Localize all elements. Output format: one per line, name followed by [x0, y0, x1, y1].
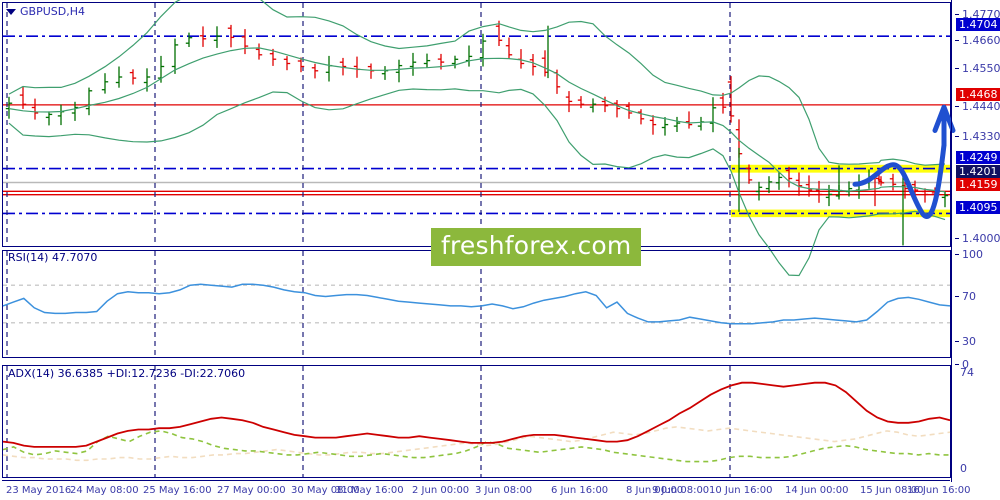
- price-tick-label: 1.4000: [955, 232, 1000, 245]
- time-axis-label: 23 May 2016: [6, 485, 72, 496]
- price-level-badge[interactable]: 1.4249: [956, 151, 1000, 164]
- symbol-timeframe-label[interactable]: GBPUSD,H4: [6, 5, 85, 18]
- bollinger-lower: [8, 88, 946, 277]
- price-level-badge[interactable]: 1.4704: [956, 18, 1000, 31]
- price-projection: [852, 104, 956, 219]
- rsi-scale-label: 100: [955, 248, 983, 261]
- plus-di-line: [2, 430, 950, 463]
- time-axis-label: 27 May 00:00: [217, 485, 286, 496]
- adx-scale-label: 74: [960, 366, 974, 379]
- projection-wave: [852, 142, 947, 219]
- time-axis-label: 6 Jun 16:00: [551, 485, 609, 496]
- rsi-indicator-panel[interactable]: [2, 250, 951, 358]
- price-tick-label: 1.4440: [955, 100, 1000, 113]
- price-tick-label: 1.4330: [955, 130, 1000, 143]
- bollinger-upper: [8, 0, 946, 166]
- rsi-scale-label: 0: [955, 358, 969, 371]
- price-tick-label: 1.4660: [955, 34, 1000, 47]
- time-axis-label: 24 May 08:00: [70, 485, 139, 496]
- time-axis-label: 16 Jun 16:00: [907, 485, 971, 496]
- rsi-layers: [2, 251, 951, 357]
- price-chart-panel[interactable]: [2, 0, 956, 277]
- price-level-badge[interactable]: 1.4468: [956, 88, 1000, 101]
- rsi-line: [2, 283, 951, 325]
- minus-di-line: [2, 426, 951, 462]
- candlestick-series: [5, 20, 949, 246]
- price-level-badge[interactable]: 1.4095: [956, 201, 1000, 214]
- adx-scale-label: 0: [960, 462, 967, 475]
- time-axis-label: 25 May 16:00: [143, 485, 212, 496]
- price-tick-label: 1.4550: [955, 62, 1000, 75]
- time-axis-label: 3 Jun 08:00: [475, 485, 533, 496]
- symbol-text: GBPUSD,H4: [20, 5, 85, 18]
- bollinger-bands: [8, 0, 946, 277]
- time-axis-label: 10 Jun 16:00: [709, 485, 773, 496]
- rsi-label: RSI(14) 47.7070: [8, 251, 98, 264]
- rsi-scale-label: 30: [955, 335, 976, 348]
- time-axis-label: 2 Jun 00:00: [412, 485, 470, 496]
- adx-line: [2, 381, 951, 448]
- time-axis-label: 14 Jun 00:00: [785, 485, 849, 496]
- time-axis-label: 15 Jun 08:00: [860, 485, 924, 496]
- time-axis-label: 9 Jun 08:00: [652, 485, 710, 496]
- watermark: freshforex.com: [431, 228, 642, 266]
- price-level-badge[interactable]: 1.4159: [956, 178, 1000, 191]
- time-axis-label: 30 May 08:00: [291, 485, 360, 496]
- price-layers: [3, 0, 956, 277]
- adx-layers: [2, 366, 951, 477]
- adx-indicator-panel[interactable]: [2, 365, 951, 478]
- rsi-scale-label: 70: [955, 290, 976, 303]
- price-scale-divider: [951, 0, 952, 482]
- time-axis-label: 8 Jun 00:00: [626, 485, 684, 496]
- chevron-down-icon[interactable]: [6, 9, 16, 15]
- adx-label: ADX(14) 36.6385 +DI:12.7236 -DI:22.7060: [8, 367, 246, 380]
- price-chart-canvas: [3, 0, 956, 277]
- price-level-badge[interactable]: 1.4201: [956, 165, 1000, 178]
- rsi-canvas: [2, 251, 951, 357]
- price-tick-label: 1.4770: [955, 8, 1000, 21]
- bollinger-middle: [8, 47, 946, 193]
- time-axis[interactable]: 23 May 2016 24 May 08:00 25 May 16:00 27 Ma…: [2, 480, 971, 499]
- adx-canvas: [2, 366, 951, 477]
- time-axis-label: 31 May 16:00: [335, 485, 404, 496]
- up-arrow-icon: [932, 104, 956, 133]
